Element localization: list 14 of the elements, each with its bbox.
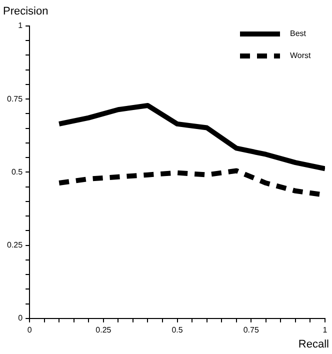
x-axis-title: Recall	[298, 338, 329, 351]
y-axis-title: Precision	[3, 6, 48, 18]
x-tick-label: 1	[322, 325, 328, 334]
y-tick-label: 0	[18, 314, 24, 323]
x-tick-label: 0	[27, 325, 32, 334]
legend-label: Best	[290, 29, 307, 38]
x-tick-label: 0.25	[96, 325, 112, 334]
legend-label: Worst	[290, 51, 312, 60]
y-tick-label: 0.5	[11, 167, 24, 176]
y-tick-label: 1	[18, 21, 24, 30]
y-tick-label: 0.75	[6, 94, 24, 104]
x-tick-label: 0.75	[243, 325, 260, 334]
x-tick-label: 0.5	[172, 325, 184, 334]
y-tick-label: 0.25	[6, 240, 24, 250]
